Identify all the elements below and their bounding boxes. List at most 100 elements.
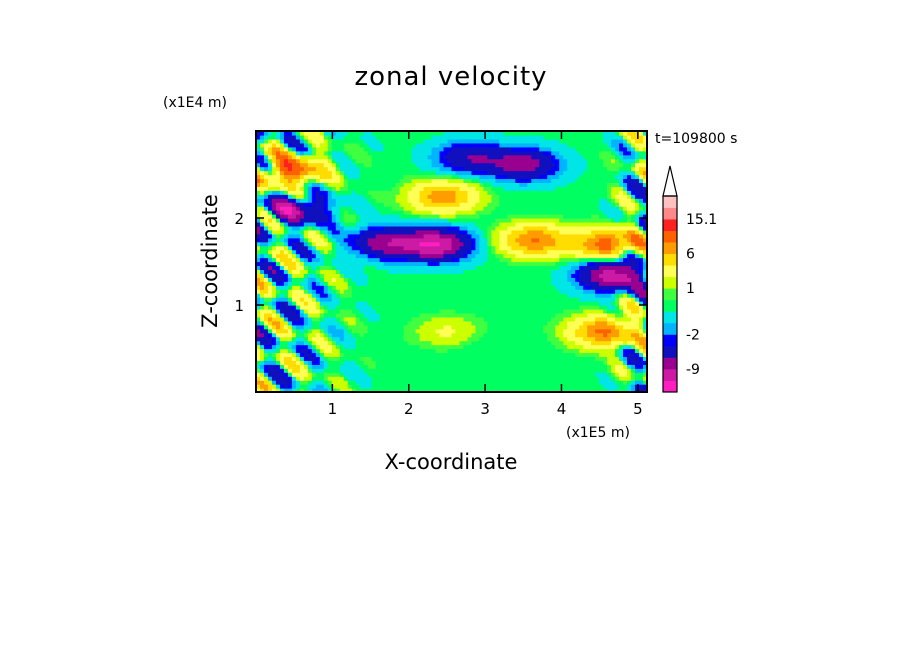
field-cell [323,178,329,184]
field-cell [551,364,556,369]
field-cell [491,210,496,215]
field-cell [459,170,465,176]
field-cell [439,190,445,195]
field-cell [447,186,453,191]
field-cell [511,186,516,191]
field-cell [275,166,281,172]
field-cell [359,316,365,322]
field-cell [363,253,369,259]
field-cell [387,214,393,219]
field-cell [451,170,457,176]
field-cell [471,225,477,231]
field-cell [279,162,285,168]
field-cell [455,384,461,389]
field-cell [415,241,421,247]
field-cell [315,293,321,298]
field-cell [339,146,345,152]
field-cell [423,170,429,176]
field-cell [371,245,377,251]
field-cell [519,131,524,136]
field-cell [339,218,345,223]
field-cell [547,214,552,219]
field-cell [495,150,500,156]
field-cell [279,190,285,195]
field-cell [263,388,269,392]
field-cell [407,360,413,365]
field-cell [459,261,465,267]
field-cell [351,210,357,215]
field-cell [371,324,377,330]
field-cell [503,360,508,365]
field-cell [547,174,552,180]
field-cell [375,249,381,255]
field-cell [551,198,556,203]
field-cell [467,186,473,191]
field-cell [355,388,361,392]
field-cell [431,277,437,282]
field-cell [347,348,353,354]
field-cell [403,178,409,184]
field-cell [503,281,508,286]
field-cell [395,233,401,239]
field-cell [331,344,337,350]
field-cell [379,154,385,160]
field-cell [355,202,361,207]
field-cell [275,285,281,290]
field-cell [387,281,393,286]
field-cell [339,384,345,389]
field-cell [407,340,413,346]
field-cell [267,312,273,318]
field-cell [455,324,461,330]
field-cell [435,261,441,267]
field-cell [339,289,345,294]
field-cell [331,229,337,235]
field-cell [427,376,433,381]
field-cell [339,210,345,215]
field-cell [551,186,556,191]
field-cell [339,150,345,156]
field-cell [271,348,277,354]
field-cell [475,281,481,286]
field-cell [291,352,297,358]
field-cell [463,154,469,160]
field-cell [279,221,285,227]
field-cell [467,142,473,148]
field-cell [323,368,329,373]
field-cell [435,146,441,152]
field-cell [507,134,512,140]
field-cell [471,301,477,306]
field-cell [391,316,397,322]
field-cell [483,352,489,358]
field-cell [295,328,301,334]
field-cell [487,214,492,219]
field-cell [259,221,265,227]
field-cell [535,257,540,263]
field-cell [519,218,524,223]
field-cell [335,352,341,358]
field-cell [487,174,492,180]
field-cell [503,214,508,219]
field-cell [431,297,437,302]
field-cell [359,297,365,302]
field-cell [331,269,337,274]
field-cell [295,178,301,184]
field-cell [543,320,548,326]
field-cell [267,285,273,290]
field-cell [347,249,353,255]
field-cell [519,229,524,235]
field-cell [491,308,496,314]
field-cell [367,312,373,318]
field-cell [271,340,277,346]
field-cell [543,285,548,290]
field-cell [451,356,457,361]
field-cell [256,170,261,176]
field-cell [259,162,265,168]
field-cell [539,336,544,342]
field-cell [259,372,265,377]
field-cell [315,336,321,342]
field-cell [503,277,508,282]
field-cell [479,348,485,354]
field-cell [551,249,556,255]
field-cell [463,174,469,180]
field-cell [439,241,445,247]
